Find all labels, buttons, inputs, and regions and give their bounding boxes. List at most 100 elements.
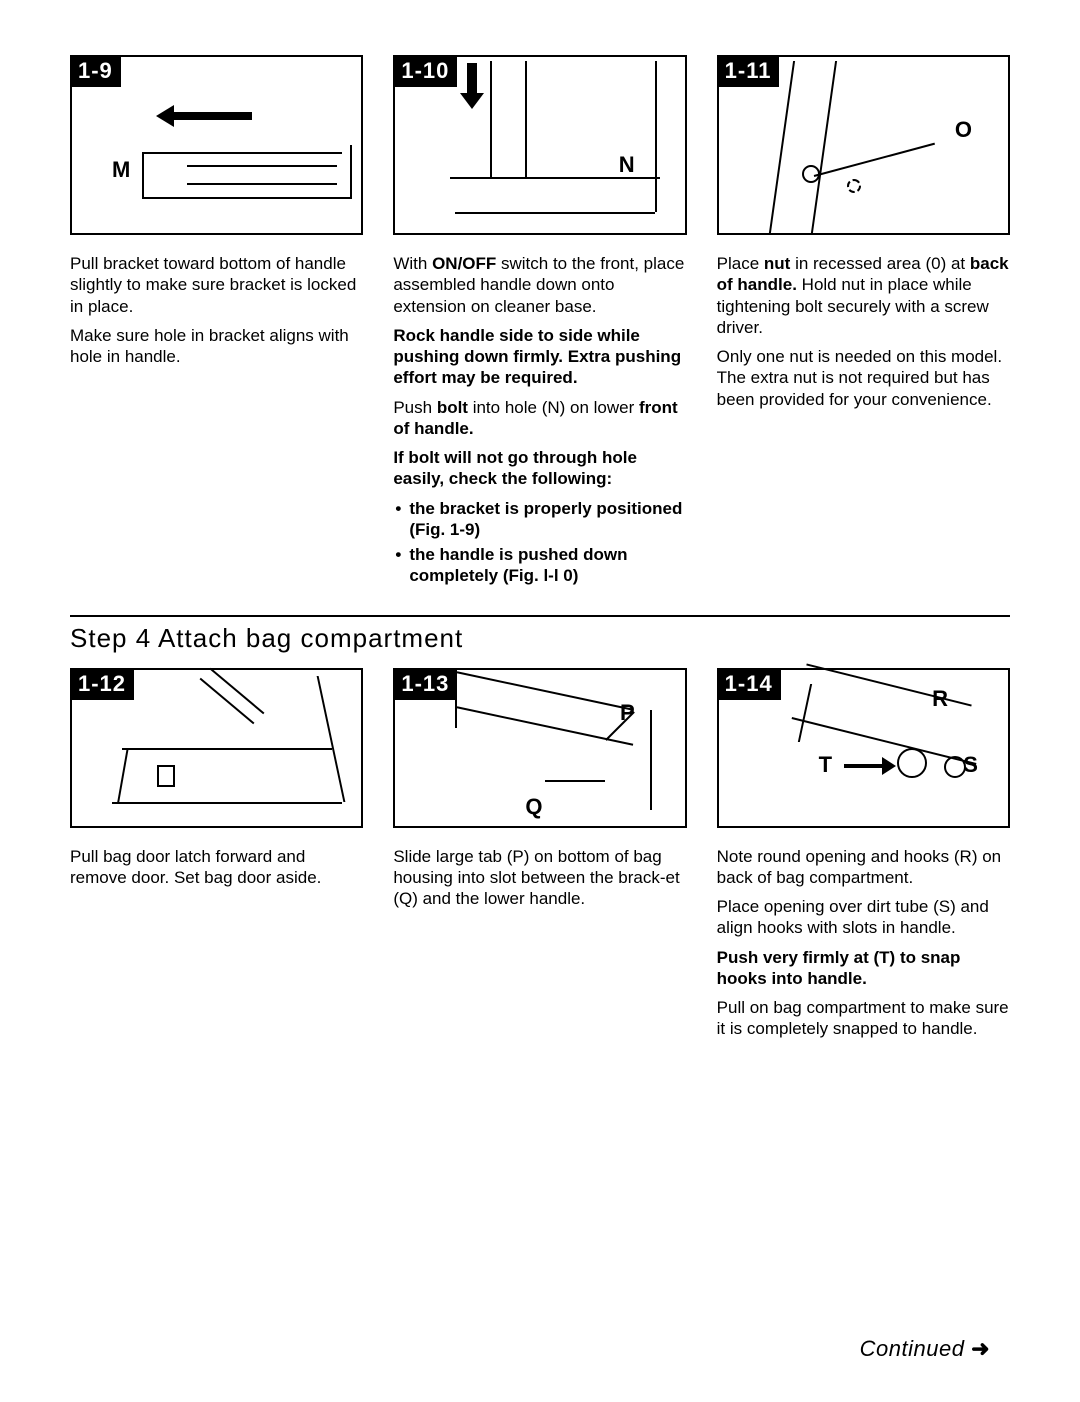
diagram-line-icon [655,61,657,212]
figure-label-1-14: 1-14 [717,668,781,700]
caption-text: Make sure hole in bracket aligns with ho… [70,325,363,368]
diagram-line-icon [317,676,346,802]
caption-text: Slide large tab (P) on bottom of bag hou… [393,846,686,910]
continued-text: Continued [860,1336,965,1361]
diagram-line-icon [142,152,342,154]
figure-label-1-11: 1-11 [717,55,780,87]
tube-circle-icon [944,756,966,778]
step-4-title: Step 4 Attach bag compartment [70,623,1010,654]
caption-text: Rock handle side to side while pushing d… [393,325,686,389]
diagram-line-icon [811,61,837,233]
text-bold: ON/OFF [432,254,496,273]
diagram-line-icon [806,663,971,706]
caption-text: Pull on bag compartment to make sure it … [717,997,1010,1040]
text-bold: the bracket is properly positioned (Fig.… [409,499,682,539]
arrow-head-icon [882,757,896,775]
leader-line-icon [813,143,934,177]
arrow-body-icon [844,764,884,768]
mark-o: O [955,117,972,143]
mark-n: N [619,152,635,178]
row-2: 1-12 Pull bag door latch forward and rem… [70,668,1010,1048]
text: Place [717,254,764,273]
diagram-line-icon [457,671,633,710]
caption-1-12: Pull bag door latch forward and remove d… [70,846,363,889]
caption-text: Pull bag door latch forward and remove d… [70,846,363,889]
figure-label-1-10: 1-10 [393,55,457,87]
caption-1-11: Place nut in recessed area (0) at back o… [717,253,1010,410]
row-1: 1-9 M Pull bracket toward bottom of hand… [70,55,1010,591]
text: into hole (N) on lower [468,398,639,417]
diagram-line-icon [797,684,811,742]
nut-dashed-icon [847,179,861,193]
latch-icon [157,765,175,787]
caption-text: Only one nut is needed on this model. Th… [717,346,1010,410]
hand-line-icon [210,667,265,714]
diagram-line-icon [142,197,352,199]
divider [70,615,1010,617]
diagram-line-icon [112,802,342,804]
figure-1-14: 1-14 R S T [717,668,1010,828]
text: (T) [874,948,896,967]
diagram-line-icon [117,748,129,802]
mark-q: Q [525,794,542,820]
arrow-body-icon [467,63,477,95]
text-bold: Push very firmly at (T) to snap hooks in… [717,948,961,988]
text: Push [393,398,436,417]
text: in recessed area (0) at [790,254,970,273]
mark-t: T [819,752,832,778]
diagram-line-icon [455,690,457,728]
check-list: the bracket is properly positioned (Fig.… [393,498,686,587]
col-1-9: 1-9 M Pull bracket toward bottom of hand… [70,55,363,591]
caption-text: Pull bracket toward bottom of handle sli… [70,253,363,317]
col-1-13: 1-13 P Q Slide large tab (P) on bottom o… [393,668,686,1048]
mark-m: M [112,157,130,183]
text: Push very firmly at [717,948,874,967]
caption-text: With ON/OFF switch to the front, place a… [393,253,686,317]
caption-text: Note round opening and hooks (R) on back… [717,846,1010,889]
caption-text: Push bolt into hole (N) on lower front o… [393,397,686,440]
text: With [393,254,432,273]
diagram-line-icon [187,165,337,167]
col-1-10: 1-10 N With ON/OFF switch to the front, … [393,55,686,591]
figure-label-1-12: 1-12 [70,668,134,700]
text-bold: If bolt will not go through hole easily,… [393,448,637,488]
caption-1-13: Slide large tab (P) on bottom of bag hou… [393,846,686,910]
opening-circle-icon [897,748,927,778]
diagram-line-icon [187,183,337,185]
caption-1-10: With ON/OFF switch to the front, place a… [393,253,686,587]
arrow-head-icon [460,93,484,109]
figure-1-9: 1-9 M [70,55,363,235]
col-1-12: 1-12 Pull bag door latch forward and rem… [70,668,363,1048]
diagram-line-icon [350,145,352,199]
text-bold: the handle is pushed down completely (Fi… [409,545,627,585]
text-bold: Rock handle side to side while pushing d… [393,326,681,388]
list-item: the handle is pushed down completely (Fi… [409,544,686,587]
list-item: the bracket is properly positioned (Fig.… [409,498,686,541]
caption-text: Place opening over dirt tube (S) and ali… [717,896,1010,939]
figure-label-1-13: 1-13 [393,668,457,700]
diagram-line-icon [450,177,660,179]
figure-1-12: 1-12 [70,668,363,828]
diagram-line-icon [455,212,655,214]
figure-1-11: 1-11 O [717,55,1010,235]
caption-text: Push very firmly at (T) to snap hooks in… [717,947,1010,990]
caption-1-14: Note round opening and hooks (R) on back… [717,846,1010,1040]
diagram-line-icon [142,152,144,199]
arrow-body-icon [172,112,252,120]
diagram-line-icon [490,61,492,177]
caption-1-9: Pull bracket toward bottom of handle sli… [70,253,363,367]
continued-footer: Continued ➜ [860,1336,990,1362]
caption-text: If bolt will not go through hole easily,… [393,447,686,490]
diagram-line-icon [122,748,332,750]
figure-1-13: 1-13 P Q [393,668,686,828]
arrow-right-icon: ➜ [971,1336,990,1361]
figure-1-10: 1-10 N [393,55,686,235]
text-bold: bolt [437,398,468,417]
text-bold: nut [764,254,790,273]
col-1-14: 1-14 R S T Note round opening and hooks … [717,668,1010,1048]
diagram-line-icon [650,710,652,810]
caption-text: Place nut in recessed area (0) at back o… [717,253,1010,338]
diagram-line-icon [525,61,527,177]
figure-label-1-9: 1-9 [70,55,121,87]
arrow-head-icon [156,105,174,127]
